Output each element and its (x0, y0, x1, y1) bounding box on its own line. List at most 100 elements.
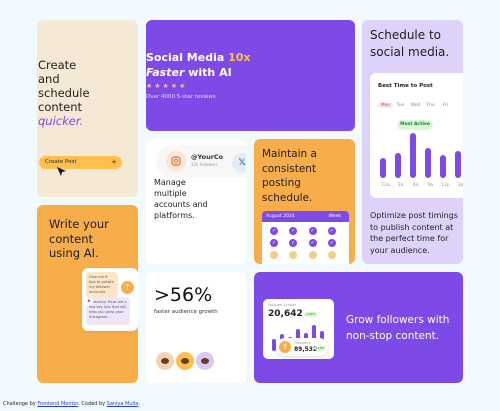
ai-reply-bubble: Certainly! Here are a few key tips that … (86, 297, 130, 325)
check-icon: ✓ (270, 239, 278, 247)
hero-title-pre: Social Media (146, 51, 225, 64)
check-icon: ✓ (270, 227, 278, 235)
calendar-widget: August 2024 Week ✓ ✓ ✓ ✓ ✓ ✓ ✓ ✓ (262, 211, 349, 264)
account-followers: 12k followers (191, 162, 218, 167)
followers-badge-change: +18% (315, 346, 325, 351)
write-line-3: using AI. (49, 246, 99, 260)
calendar-month: August 2024 (266, 214, 295, 219)
followers-badge-value: 89,532 (294, 346, 318, 353)
rating-stars-icon: ★★★★★ (146, 82, 188, 90)
create-line-2: and (38, 72, 60, 86)
sparkle-icon: ✦ (85, 298, 93, 306)
footer-prefix: Challenge by (3, 401, 36, 407)
activity-bar (455, 151, 461, 178)
x-twitter-icon[interactable]: 𝕏 (232, 153, 246, 173)
account-handle: @YourCo (191, 153, 224, 161)
write-heading: Write your content using AI. (49, 217, 109, 261)
manage-line-3: accounts and (154, 200, 208, 209)
create-line-4: content (38, 100, 83, 114)
write-line-1: Write your (49, 217, 109, 231)
day-tab-mon[interactable]: Mon (378, 103, 393, 108)
check-icon (308, 251, 317, 259)
best-time-title: Best Time to Post (378, 83, 433, 89)
schedule-social-card: Schedule to social media. Best Time to P… (362, 20, 463, 264)
hero-title-post: with AI (188, 66, 232, 79)
avatar (174, 350, 196, 372)
avatar (194, 350, 216, 372)
most-active-badge: Most Active (397, 120, 433, 130)
create-accent-word: quicker. (38, 114, 84, 128)
avatar-hair (161, 358, 169, 364)
schedule-body-line-4: your audience. (370, 245, 430, 255)
ai-chat-preview: Give me 6 tips to growth my follower acc… (82, 268, 138, 331)
activity-bar (380, 158, 386, 178)
hero-title-accent: 10x (228, 51, 251, 64)
followers-badge-label: Followers (294, 341, 311, 345)
activity-bar (425, 148, 431, 178)
frontend-mentor-link[interactable]: Frontend Mentor (37, 401, 79, 407)
author-link[interactable]: Saniya Mulla (106, 401, 139, 407)
grow-followers-card: Follower Growth 20,642 +16% ↑ Followers … (254, 272, 463, 383)
best-time-panel: Best Time to Post Mon Tue Wed Thu Fri Most A… (370, 73, 463, 198)
day-tab-wed[interactable]: Wed (410, 103, 421, 108)
calendar-grid: ✓ ✓ ✓ ✓ ✓ ✓ ✓ ✓ (262, 222, 349, 264)
check-icon (289, 251, 298, 259)
hero-heading: Social Media 10x Faster with AI (146, 50, 251, 80)
time-label: 3a (397, 183, 404, 188)
check-icon: ✓ (308, 239, 317, 247)
manage-accounts-card: @YourCo 12k followers 𝕏 Manage multiple … (146, 139, 246, 264)
growth-stat-label: faster audience growth (154, 309, 218, 315)
hero-title-emphasis: Faster (146, 66, 185, 79)
time-label: 6a (412, 183, 419, 188)
check-icon: ✓ (327, 239, 336, 247)
plus-icon: + (111, 158, 117, 166)
maintain-line-3: posting (262, 177, 301, 189)
create-post-button[interactable]: Create Post + (39, 156, 122, 169)
time-label: 9a (427, 183, 434, 188)
check-icon (270, 251, 278, 259)
follower-growth-label: Follower Growth (268, 303, 297, 307)
maintain-line-1: Maintain a (262, 148, 317, 160)
write-line-2: content (49, 231, 94, 246)
create-line-3: schedule (38, 86, 90, 100)
growth-stat-value: >56% (154, 284, 213, 306)
follower-growth-value: 20,642 (268, 309, 303, 319)
schedule-body-line-3: the perfect time for (370, 234, 449, 243)
growth-stat-card: >56% faster audience growth (146, 272, 246, 383)
check-icon: ✓ (289, 227, 298, 235)
write-ai-card: Write your content using AI. Give me 6 t… (37, 205, 138, 383)
manage-line-4: platforms. (154, 211, 195, 220)
grow-line-1: Grow followers with (346, 314, 450, 326)
avatar-hair (181, 358, 189, 364)
user-message-bubble: Give me 6 tips to growth my follower acc… (86, 272, 118, 298)
schedule-heading: Schedule to social media. (370, 27, 463, 61)
social-media-hero-card: Social Media 10x Faster with AI ★★★★★ Ov… (146, 20, 355, 131)
follower-growth-change: +16% (304, 312, 317, 317)
grow-line-2: non-stop content. (346, 330, 440, 342)
footer-mid: . Coded by (78, 401, 106, 407)
activity-bar (410, 133, 416, 178)
create-line-1: Create (38, 58, 77, 72)
activity-bar (440, 155, 446, 178)
day-tab-thu[interactable]: Thu (426, 103, 435, 108)
followers-badge: ↑ Followers 89,532 +18% (276, 338, 328, 356)
send-arrow-icon[interactable]: ↑ (121, 281, 134, 294)
cursor-icon (57, 167, 66, 176)
arrow-up-icon: ↑ (279, 341, 291, 353)
instagram-icon (166, 151, 186, 171)
manage-line-1: Manage (154, 178, 186, 187)
calendar-header: August 2024 Week (262, 211, 349, 222)
time-label: 12a (381, 183, 390, 188)
maintain-line-4: schedule. (262, 191, 313, 204)
schedule-body-line-1: Optimize post timings (370, 211, 458, 220)
day-tab-tue[interactable]: Tue (396, 103, 405, 108)
time-axis: 12a 3a 6a 9a 12p 3p (378, 183, 463, 188)
avatar (154, 350, 176, 372)
check-icon: ✓ (308, 227, 317, 235)
reviews-count: Over 4000 5-star reviews (146, 94, 216, 100)
day-tab-fri[interactable]: Fri (442, 103, 449, 108)
schedule-body-text: Optimize post timings to publish content… (370, 210, 463, 256)
check-icon: ✓ (289, 239, 298, 247)
maintain-schedule-card: Maintain a consistent posting schedule. … (254, 139, 355, 264)
calendar-view-toggle[interactable]: Week (328, 214, 341, 219)
